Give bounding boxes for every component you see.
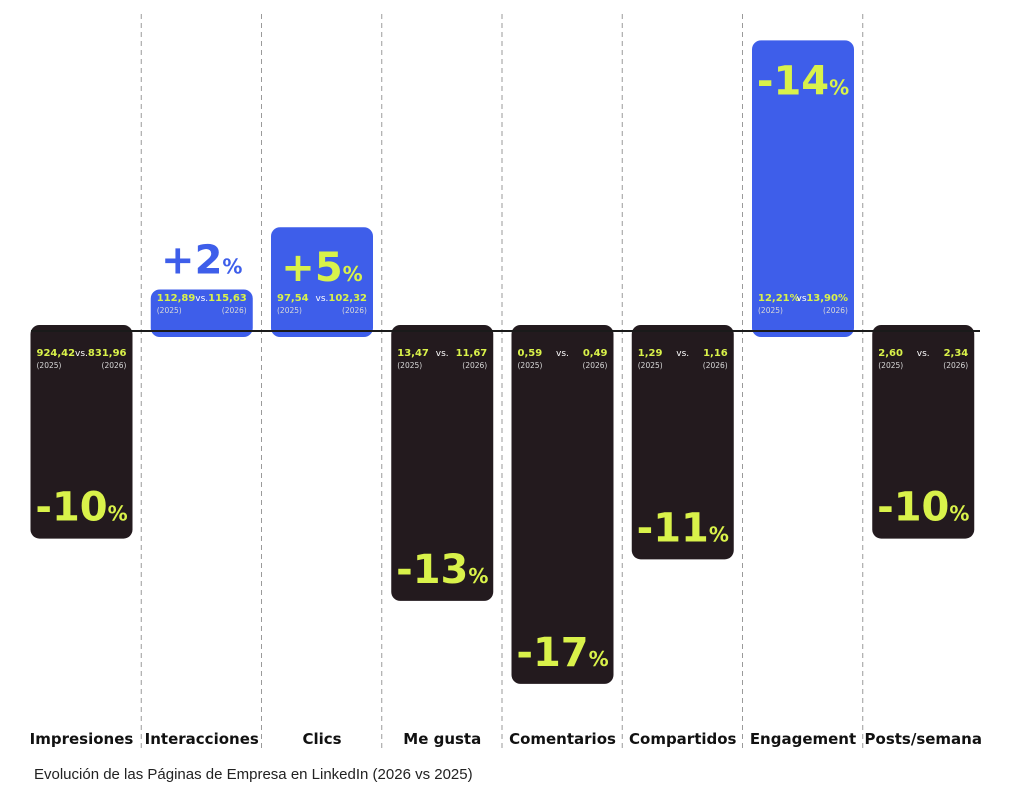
year-2026-label: (2026) — [342, 306, 367, 315]
value-2025: 2,60 — [878, 348, 903, 359]
vs-label: vs. — [917, 349, 930, 359]
percent-label: -17% — [516, 630, 608, 676]
value-2026: 0,49 — [583, 348, 608, 359]
chart-caption: Evolución de las Páginas de Empresa en L… — [34, 766, 473, 783]
percent-label: +5% — [281, 245, 362, 291]
year-2026-label: (2026) — [102, 361, 127, 370]
bar-4 — [511, 325, 614, 684]
value-2026: 1,16 — [703, 348, 728, 359]
bar-1 — [150, 289, 253, 337]
year-2025-label: (2025) — [397, 361, 422, 370]
value-2025: 0,59 — [518, 348, 543, 359]
vs-label: vs. — [676, 349, 689, 359]
value-2025: 13,47 — [397, 348, 429, 359]
year-2026-label: (2026) — [583, 361, 608, 370]
percent-label: -13% — [396, 547, 488, 593]
bar-0 — [30, 325, 133, 539]
vs-label: vs. — [556, 349, 569, 359]
value-2026: 13,90% — [806, 293, 848, 304]
category-label: Interacciones — [145, 730, 259, 748]
year-2026-label: (2026) — [823, 306, 848, 315]
year-2025-label: (2025) — [638, 361, 663, 370]
percent-label: -11% — [637, 505, 729, 551]
category-label: Clics — [302, 730, 341, 748]
value-2025: 924,42 — [37, 348, 76, 359]
vs-label: vs. — [436, 349, 449, 359]
category-label: Comentarios — [509, 730, 616, 748]
year-2026-label: (2026) — [943, 361, 968, 370]
value-2025: 112,89 — [157, 293, 196, 304]
bar-2 — [271, 227, 373, 337]
category-label: Me gusta — [403, 730, 481, 748]
value-2026: 102,32 — [328, 293, 367, 304]
chart: 924,42 vs. 831,96(2025) (2026)-10%Impresion… — [30, 14, 982, 752]
category-label: Impresiones — [30, 730, 134, 748]
percent-label: -10% — [35, 485, 127, 531]
value-2026: 115,63 — [208, 293, 247, 304]
bar-6 — [752, 40, 854, 338]
percent-label: +2% — [161, 237, 242, 283]
year-2025-label: (2025) — [277, 306, 302, 315]
year-2025-label: (2025) — [878, 361, 903, 370]
value-2025: 97,54 — [277, 293, 309, 304]
category-label: Posts/semana — [865, 730, 982, 748]
category-label: Compartidos — [629, 730, 737, 748]
year-2025-label: (2025) — [37, 361, 62, 370]
value-2026: 2,34 — [944, 348, 969, 359]
vs-label: vs. — [797, 294, 810, 304]
vs-label: vs. — [195, 294, 208, 304]
percent-label: -14% — [757, 58, 849, 104]
year-2026-label: (2026) — [703, 361, 728, 370]
value-2025: 12,21% — [758, 293, 800, 304]
vs-label: vs. — [75, 349, 88, 359]
year-2026-label: (2026) — [222, 306, 247, 315]
value-2026: 831,96 — [88, 348, 127, 359]
bar-3 — [391, 325, 494, 601]
value-2026: 11,67 — [456, 348, 488, 359]
year-2025-label: (2025) — [518, 361, 543, 370]
percent-label: -10% — [877, 485, 969, 531]
year-2026-label: (2026) — [462, 361, 487, 370]
vs-label: vs. — [316, 294, 329, 304]
bar-7 — [872, 325, 975, 539]
bar-5 — [631, 325, 734, 560]
value-2025: 1,29 — [638, 348, 663, 359]
year-2025-label: (2025) — [157, 306, 182, 315]
category-label: Engagement — [750, 730, 856, 748]
year-2025-label: (2025) — [758, 306, 783, 315]
